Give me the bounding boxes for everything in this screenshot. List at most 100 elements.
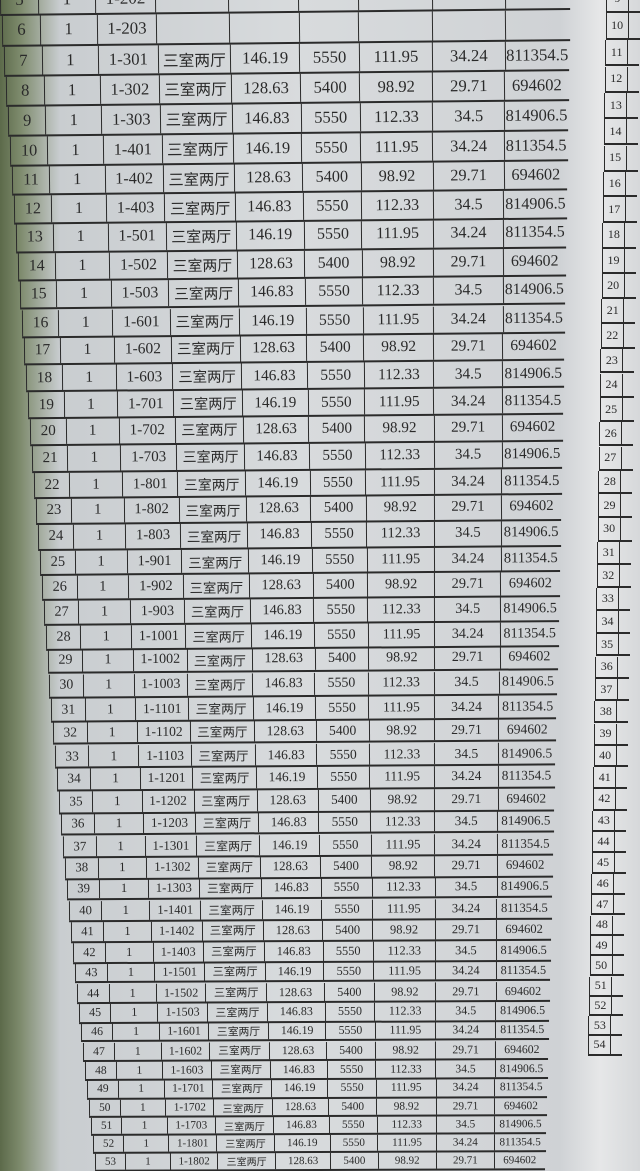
cell-room-number: 1-303	[101, 105, 161, 135]
cell-total-price: 814906.5	[503, 101, 568, 131]
cell-usable-area: 112.33	[363, 361, 434, 388]
cell-total-price: 811354.5	[501, 388, 563, 414]
cell-area: 146.19	[247, 548, 312, 573]
cell-area: 146.19	[253, 696, 316, 719]
cell-building	[622, 324, 635, 347]
cell-building	[610, 1016, 622, 1034]
cell-usable-area: 98.92	[377, 1152, 437, 1169]
cell-unit-price: 5550	[322, 941, 374, 961]
cell-building: 1	[104, 942, 153, 962]
cell-unit-price: 5400	[318, 789, 371, 811]
cell-unit-price: 5550	[299, 42, 359, 73]
table-row: 39 1 1-1303 三室两厅 146.83 5550 112.33 34.5 814906.…	[67, 876, 553, 901]
side-table-row: 48	[590, 915, 625, 936]
table-row: 26 1 1-902 三室两厅 128.63 5400 98.92 29.71 694602	[41, 572, 560, 601]
side-table-row: 28	[598, 470, 633, 495]
printed-price-table: 511-202611-203711-301三室两厅146.195550111.9…	[0, 0, 571, 1171]
cell-unit-price: 5550	[301, 133, 361, 162]
cell-row-number: 44	[77, 983, 109, 1002]
cell-total-price: 814906.5	[496, 940, 551, 960]
cell-building	[620, 470, 632, 493]
table-row: 40 1 1-1401 三室两厅 146.19 5550 111.95 34.24 811354…	[69, 898, 552, 923]
cell-room-number: 1-202	[94, 0, 156, 13]
cell-shared-area: 34.5	[432, 361, 502, 388]
cell-building	[618, 611, 630, 632]
cell-row-number: 25	[599, 398, 622, 421]
table-row: 44 1 1-1502 三室两厅 128.63 5400 98.92 29.71 694602	[77, 981, 550, 1004]
cell-building: 1	[92, 790, 142, 812]
cell-shared-area: 29.71	[432, 248, 503, 277]
side-table-row: 35	[595, 633, 630, 657]
cell-area: 146.83	[258, 812, 319, 833]
cell-usable-area: 98.92	[372, 920, 436, 940]
cell-shared-area: 29.71	[434, 788, 498, 810]
cell-building: 1	[43, 76, 100, 105]
cell-unit-price: 5550	[323, 961, 374, 981]
cell-layout: 三室两厅	[157, 44, 231, 74]
cell-building: 1	[79, 625, 131, 648]
cell-total-price: 694602	[497, 788, 555, 810]
cell-total-price: 811354.5	[498, 694, 557, 717]
table-row: 48 1 1-1603 三室两厅 146.83 5550 112.33 34.5 814906.…	[85, 1060, 548, 1081]
cell-usable-area: 98.92	[363, 416, 434, 442]
cell-usable-area: 111.95	[361, 220, 433, 249]
cell-row-number: 36	[61, 813, 95, 834]
cell-unit-price: 5550	[309, 470, 365, 495]
cell-row-number: 41	[593, 767, 615, 787]
side-table-row: 26	[599, 422, 634, 447]
cell-unit-price: 5550	[317, 766, 370, 788]
cell-row-number: 16	[603, 171, 625, 196]
cell-room-number: 1-1102	[137, 721, 191, 743]
cell-total-price: 811354.5	[496, 898, 552, 918]
cell-building	[613, 853, 626, 872]
cell-row-number: 39	[67, 879, 100, 899]
cell-row-number: 24	[37, 524, 73, 549]
cell-total-price: 694602	[496, 919, 552, 939]
cell-room-number: 1-602	[113, 336, 171, 363]
side-table-row: 41	[593, 767, 628, 789]
cell-row-number: 21	[601, 299, 623, 322]
cell-building	[614, 831, 626, 851]
cell-row-number: 17	[602, 197, 625, 221]
side-table-row: 49	[590, 936, 624, 957]
cell-unit-price: 5550	[311, 548, 367, 572]
cell-room-number: 1-1202	[141, 790, 195, 812]
cell-row-number: 45	[79, 1003, 111, 1022]
cell-area: 128.63	[260, 856, 321, 877]
cell-shared-area: 29.71	[435, 1097, 495, 1115]
side-table-row: 14	[604, 119, 638, 146]
cell-row-number: 37	[63, 835, 97, 856]
cell-unit-price: 5550	[315, 696, 369, 719]
cell-row-number: 29	[47, 649, 82, 673]
cell-building: 1	[110, 1003, 158, 1022]
cell-total-price: 814906.5	[494, 1116, 547, 1133]
cell-usable-area: 112.33	[373, 941, 436, 960]
cell-unit-price: 5550	[300, 103, 360, 133]
cell-area: 146.83	[261, 878, 321, 898]
side-table-row: 51	[589, 976, 624, 997]
cell-building	[627, 39, 639, 65]
cell-layout: 三室两厅	[173, 390, 242, 417]
cell-room-number: 1-503	[110, 280, 169, 308]
cell-shared-area: 29.71	[432, 333, 503, 360]
cell-layout: 三室两厅	[179, 523, 247, 548]
cell-row-number: 35	[59, 790, 93, 812]
cell-area: 146.19	[273, 1134, 330, 1151]
cell-room-number: 1-203	[96, 14, 157, 44]
cell-shared-area: 34.24	[433, 469, 501, 494]
cell-layout: 三室两厅	[201, 921, 264, 941]
table-row: 34 1 1-1201 三室两厅 146.19 5550 111.95 34.24 811354…	[57, 765, 555, 792]
cell-shared-area: 34.5	[435, 1001, 496, 1020]
cell-room-number: 1-1502	[155, 983, 206, 1002]
cell-room-number: 1-1701	[163, 1080, 213, 1098]
table-row: 42 1 1-1403 三室两厅 146.83 5550 112.33 34.5 814906.…	[73, 940, 551, 964]
table-row: 25 1 1-901 三室两厅 146.19 5550 111.95 34.24 811354.…	[39, 546, 560, 576]
cell-area: 146.19	[262, 899, 322, 920]
side-table-row: 25	[599, 398, 634, 423]
cell-building: 1	[101, 900, 150, 920]
cell-room-number: 1-1802	[169, 1153, 218, 1169]
cell-unit-price: 5550	[308, 443, 365, 469]
cell-layout	[154, 0, 229, 13]
cell-building: 1	[119, 1099, 166, 1116]
cell-room-number: 1-1401	[149, 900, 201, 920]
